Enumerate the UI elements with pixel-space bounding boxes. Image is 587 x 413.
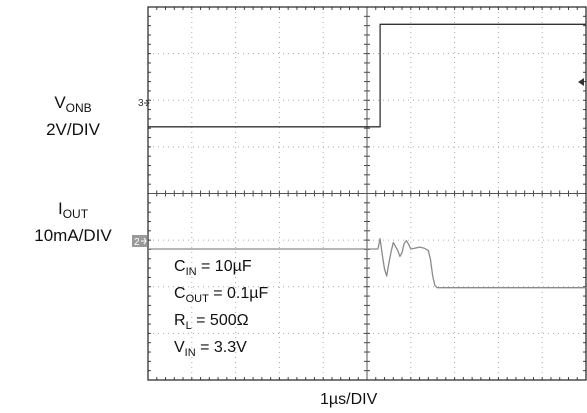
iout-subscript: OUT [62, 207, 89, 221]
rl-symbol: R [174, 312, 186, 329]
cout-symbol: C [174, 285, 186, 302]
test-conditions: CIN = 10µF COUT = 0.1µF RL = 500Ω VIN = … [174, 256, 268, 364]
cout-value: = 0.1µF [208, 285, 269, 302]
vonb-scale: 2V/DIV [46, 120, 100, 139]
trace-iout [148, 238, 586, 289]
rl-line: RL = 500Ω [174, 310, 268, 337]
vonb-label: VONB 2V/DIV [18, 92, 128, 140]
rl-subscript: L [185, 320, 192, 332]
cin-value: = 10µF [196, 258, 252, 275]
rl-value: = 500Ω [191, 312, 249, 329]
x-axis-label: 1µs/DIV [320, 391, 378, 408]
vonb-symbol: V [54, 93, 66, 112]
cout-line: COUT = 0.1µF [174, 283, 268, 310]
vin-symbol: V [174, 339, 185, 356]
trigger-level-icon [578, 78, 584, 86]
ch3-marker-arrow-icon [144, 99, 150, 107]
ch3-marker-label: 3 [138, 98, 144, 109]
cout-subscript: OUT [185, 293, 209, 305]
trace-vonb [148, 23, 586, 128]
cin-subscript: IN [185, 266, 197, 278]
plot-frame [147, 6, 587, 381]
iout-label: IOUT 10mA/DIV [8, 198, 138, 246]
iout-symbol: I [57, 199, 63, 218]
cin-symbol: C [174, 258, 186, 275]
ch2-marker-label: 2 [134, 237, 140, 248]
vin-subscript: IN [184, 347, 196, 359]
ch2-marker-badge [132, 235, 147, 247]
cin-line: CIN = 10µF [174, 256, 268, 283]
traces [148, 23, 586, 289]
vin-line: VIN = 3.3V [174, 337, 268, 364]
vonb-subscript: ONB [65, 101, 92, 115]
vin-value: = 3.3V [195, 339, 247, 356]
iout-scale: 10mA/DIV [34, 226, 112, 245]
ch2-marker-arrow-icon [141, 237, 147, 245]
